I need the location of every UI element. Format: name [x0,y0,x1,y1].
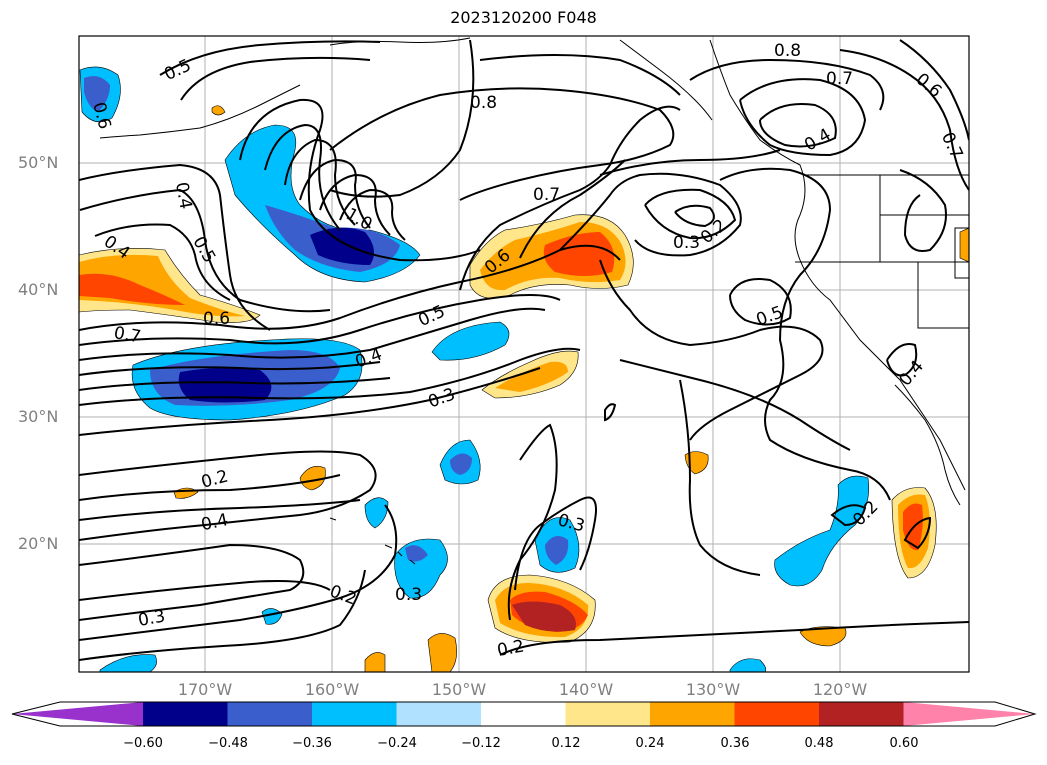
lon-label-150w: 150°W [431,680,487,699]
colorbar-segment [565,702,651,726]
lat-label-30n: 30°N [18,407,59,426]
colorbar-tick: −0.24 [377,736,417,751]
contour-label: 0.8 [470,93,497,113]
colorbar-tick: −0.60 [123,736,163,751]
colorbar-tick: −0.36 [292,736,332,751]
contour-label: 0.7 [826,69,853,89]
colorbar-tick: 0.36 [720,736,750,751]
colorbar [11,701,1037,727]
contour-label: 0.4 [171,181,195,211]
colorbar-segment [312,702,397,726]
map-canvas: 0.5 0.8 0.8 0.7 0.6 0.7 0.4 0.6 0.4 0.5 … [78,35,970,673]
contour-label: 0.2 [496,637,526,661]
colorbar-segment [481,702,566,726]
colorbar-extend-high [903,702,1035,726]
lat-label-40n: 40°N [18,280,59,299]
contour-label: 0.3 [137,607,167,631]
colorbar-tick: 0.12 [551,736,581,751]
lon-label-160w: 160°W [304,680,360,699]
positive-shading [79,105,969,672]
lat-label-20n: 20°N [18,534,59,553]
contour-lines [79,39,969,661]
colorbar-segment [143,702,228,726]
lat-label-50n: 50°N [18,153,59,172]
page-title: 2023120200 F048 [450,8,597,27]
colorbar-segment [650,702,735,726]
colorbar-segment [734,702,820,726]
colorbar-segment [819,702,904,726]
colorbar-segment [227,702,313,726]
lon-label-170w: 170°W [177,680,233,699]
colorbar-extend-low [12,702,143,726]
lon-label-130w: 130°W [685,680,741,699]
contour-label: 0.6 [203,309,230,329]
coastlines [99,37,969,565]
lon-label-120w: 120°W [812,680,868,699]
colorbar-tick: 0.24 [635,736,665,751]
contour-label: 0.7 [112,323,142,347]
negative-shading [79,66,869,672]
colorbar-tick: −0.48 [208,736,248,751]
contour-label: 0.3 [673,233,700,253]
lon-label-140w: 140°W [558,680,614,699]
contour-label: 0.3 [395,585,422,605]
colorbar-tick: −0.12 [461,736,501,751]
contour-label: 0.8 [774,41,801,61]
map-border [78,35,970,673]
colorbar-segment [396,702,482,726]
colorbar-tick: 0.48 [804,736,834,751]
colorbar-tick: 0.60 [889,736,919,751]
contour-label: 0.7 [533,185,560,205]
